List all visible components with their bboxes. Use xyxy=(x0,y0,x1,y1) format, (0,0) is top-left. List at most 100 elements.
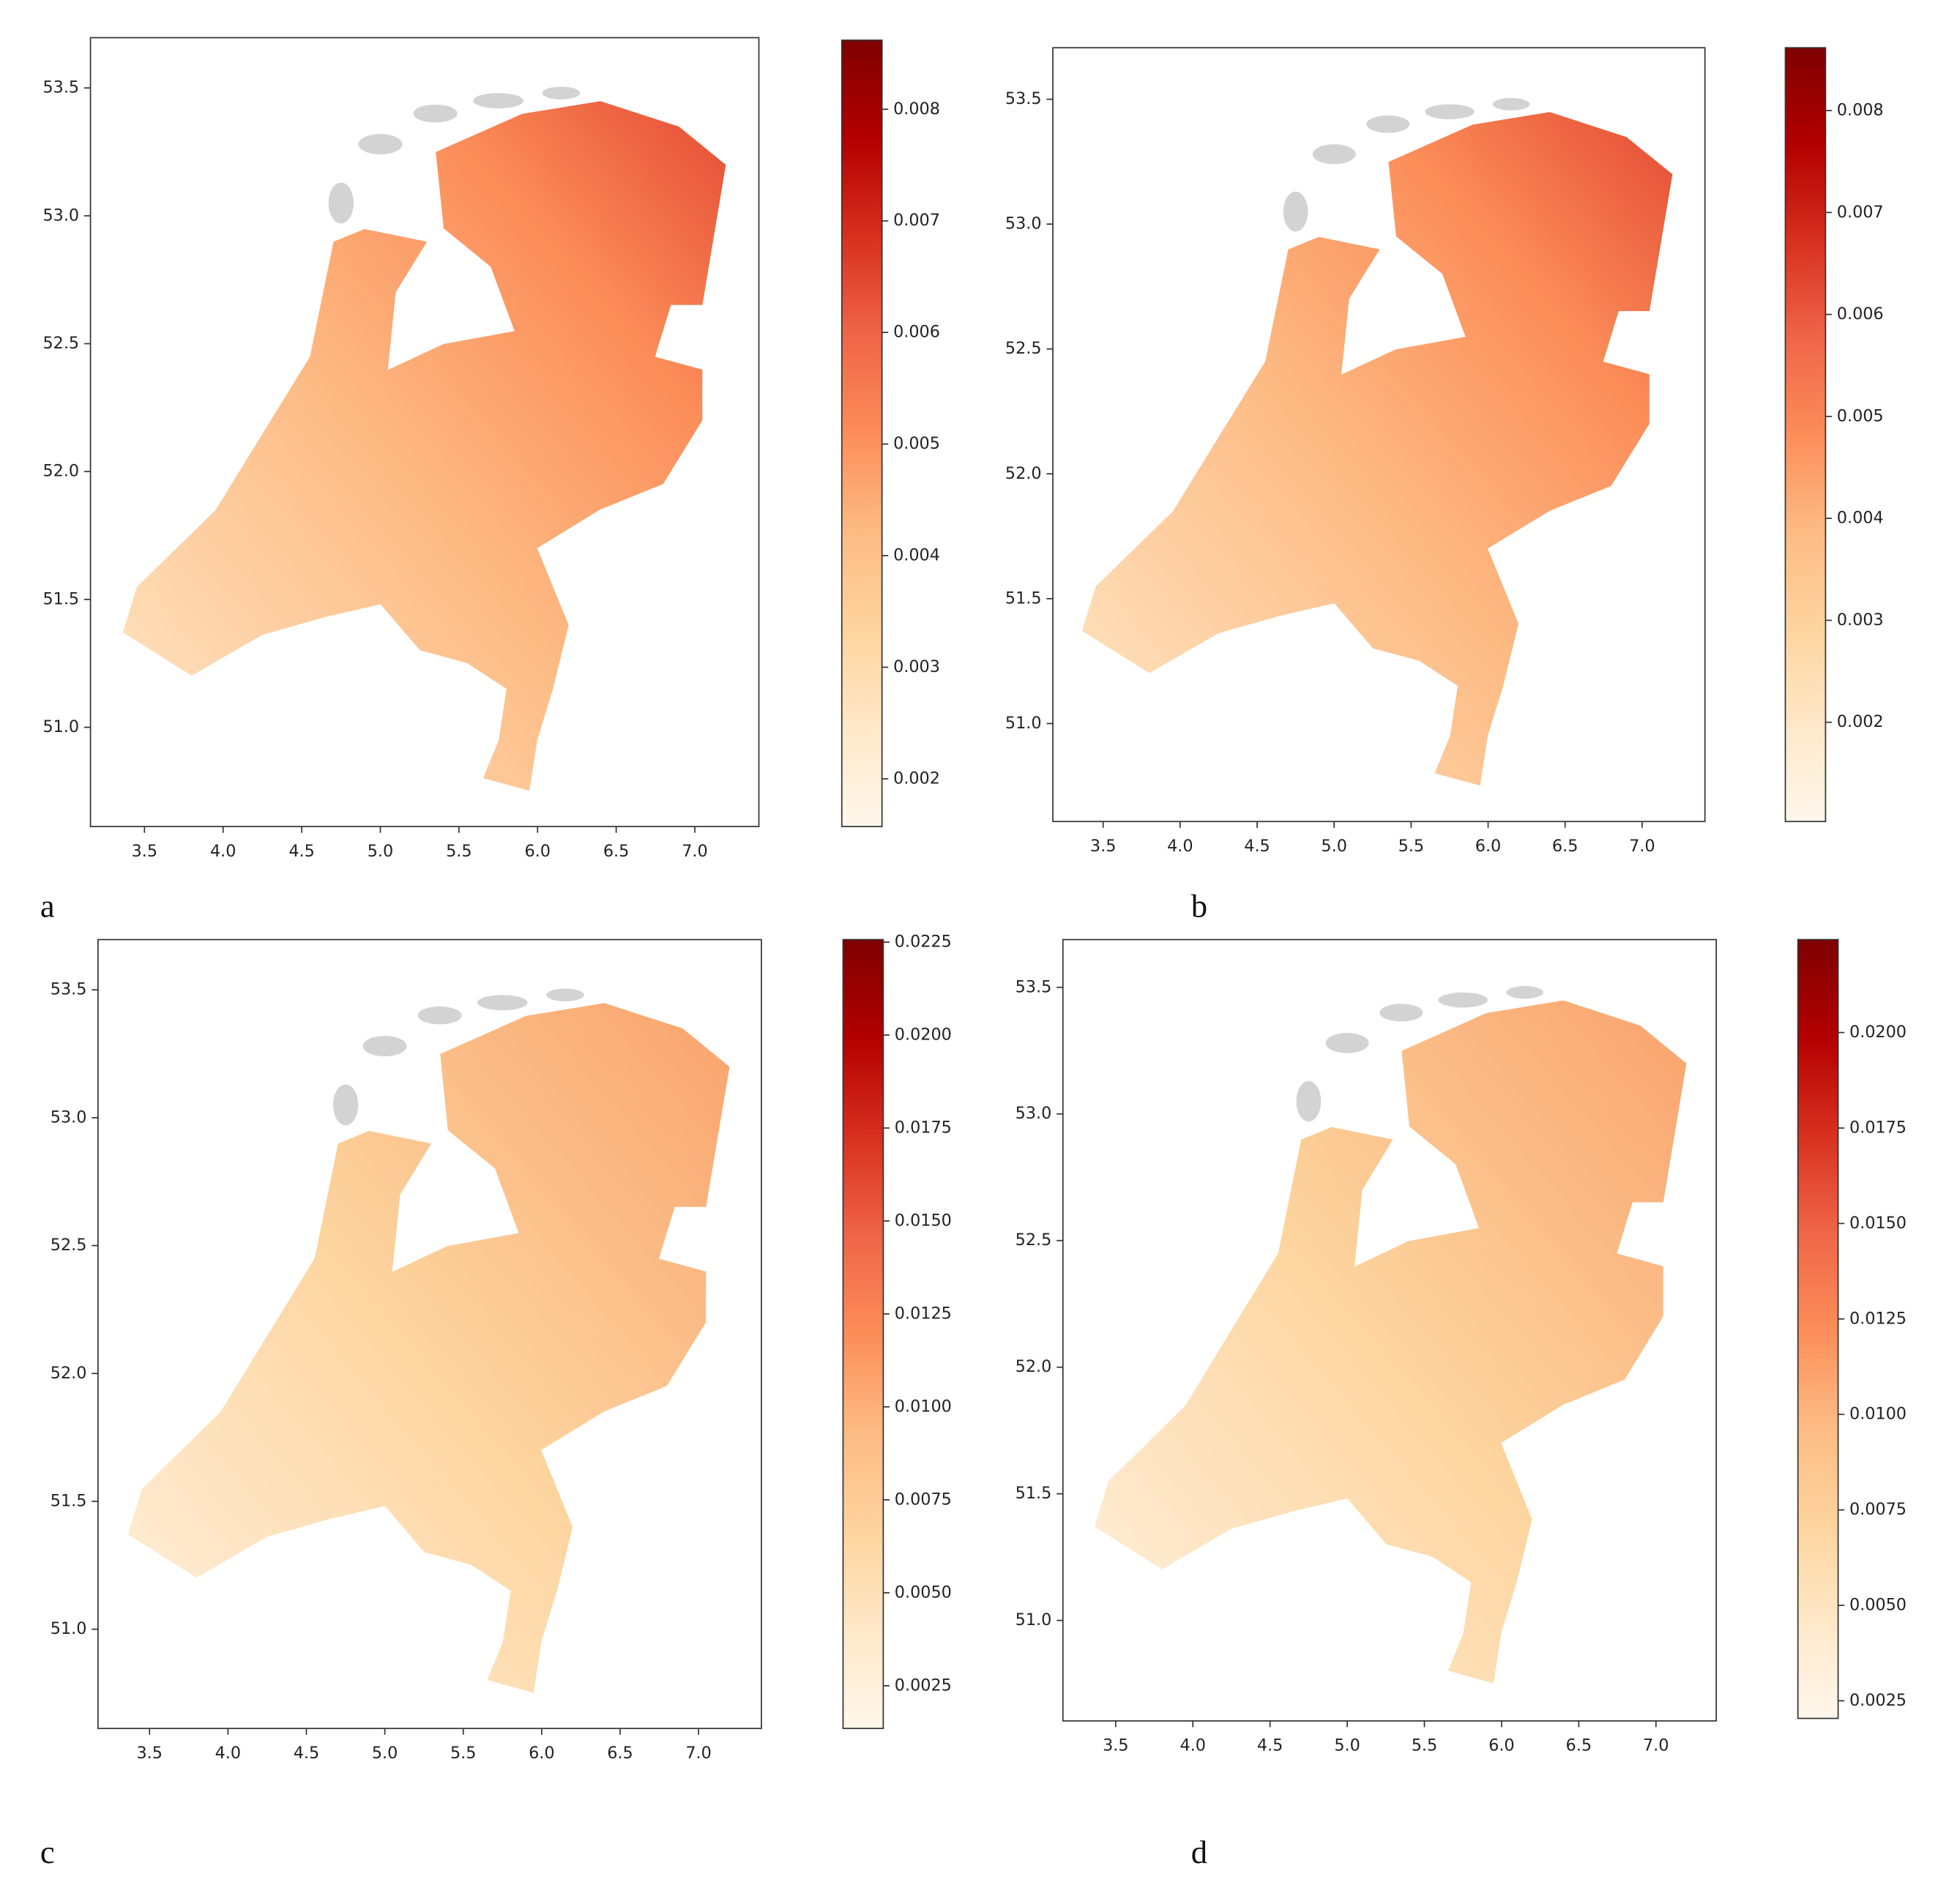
island xyxy=(1312,143,1356,165)
island xyxy=(1492,97,1530,111)
colorbar-tick-label: 0.007 xyxy=(893,211,940,230)
x-tick-label: 5.0 xyxy=(1334,1736,1360,1755)
colorbar-tick-label: 0.0125 xyxy=(1849,1309,1907,1328)
colorbar-tick-label: 0.0025 xyxy=(895,1676,952,1695)
y-tick-label: 53.0 xyxy=(51,1108,87,1127)
island xyxy=(332,1084,359,1126)
y-tick-label: 52.0 xyxy=(42,462,79,481)
island xyxy=(477,995,528,1011)
colorbar-tick-label: 0.007 xyxy=(1837,203,1884,222)
x-tick-label: 6.0 xyxy=(1475,837,1501,856)
y-tick-label: 51.0 xyxy=(42,717,79,736)
colorbar-tick-label: 0.002 xyxy=(1837,712,1884,731)
x-tick-label: 4.5 xyxy=(288,842,314,861)
colorbar-tick-label: 0.0200 xyxy=(1849,1023,1907,1042)
island xyxy=(1283,191,1308,232)
x-tick-label: 7.0 xyxy=(1643,1736,1669,1755)
axes-frame xyxy=(97,938,762,1730)
colorbar-tick-label: 0.0150 xyxy=(1849,1214,1907,1233)
x-tick-label: 6.0 xyxy=(524,842,550,861)
island xyxy=(1379,1004,1423,1022)
colorbar-tick-label: 0.0100 xyxy=(1849,1405,1907,1424)
axes-frame xyxy=(1052,47,1706,823)
colorbar-tick-label: 0.004 xyxy=(893,546,940,565)
island xyxy=(328,182,354,224)
y-tick-label: 52.0 xyxy=(1005,464,1042,483)
x-tick-label: 4.0 xyxy=(1180,1736,1206,1755)
x-tick-label: 4.0 xyxy=(215,1744,241,1763)
colorbar xyxy=(841,40,883,827)
x-tick-label: 3.5 xyxy=(136,1744,162,1763)
colorbar-tick-label: 0.0175 xyxy=(1849,1118,1907,1137)
island xyxy=(1506,986,1543,999)
y-tick-label: 51.0 xyxy=(1016,1610,1052,1629)
colorbar-tick-label: 0.0025 xyxy=(1849,1691,1907,1710)
x-tick-label: 5.5 xyxy=(450,1744,476,1763)
colorbar-tick-label: 0.0200 xyxy=(895,1025,952,1044)
x-tick-label: 4.5 xyxy=(1244,837,1270,856)
island xyxy=(358,134,403,154)
island xyxy=(473,93,523,109)
colorbar-tick-label: 0.006 xyxy=(893,323,940,342)
x-tick-label: 6.5 xyxy=(603,842,629,861)
y-tick-label: 52.5 xyxy=(42,334,79,353)
island xyxy=(362,1036,407,1057)
y-tick-label: 53.5 xyxy=(51,980,87,999)
colorbar-tick-label: 0.0075 xyxy=(895,1490,952,1509)
colorbar xyxy=(1797,938,1839,1720)
x-tick-label: 5.0 xyxy=(1321,837,1346,856)
y-tick-label: 51.0 xyxy=(1005,714,1042,733)
colorbar xyxy=(842,938,884,1730)
y-tick-label: 52.5 xyxy=(1016,1231,1052,1250)
colorbar-tick-label: 0.0100 xyxy=(895,1397,952,1416)
colorbar-tick-label: 0.0050 xyxy=(895,1583,952,1602)
colorbar-tick-label: 0.003 xyxy=(893,657,940,676)
island xyxy=(1325,1033,1369,1053)
island xyxy=(1366,115,1410,133)
axes-frame xyxy=(89,37,760,827)
panel-label: a xyxy=(40,888,55,925)
panel-label: d xyxy=(1191,1834,1207,1870)
colorbar-tick-label: 0.008 xyxy=(893,100,940,119)
x-tick-label: 3.5 xyxy=(1090,837,1116,856)
colorbar-tick-label: 0.0225 xyxy=(895,932,952,951)
x-tick-label: 3.5 xyxy=(132,842,157,861)
colorbar-tick-label: 0.0150 xyxy=(895,1211,952,1230)
y-tick-label: 53.5 xyxy=(42,78,79,97)
colorbar-tick-label: 0.005 xyxy=(893,434,940,453)
y-tick-label: 51.5 xyxy=(1005,589,1042,608)
colorbar-tick-label: 0.002 xyxy=(893,769,940,788)
x-tick-label: 5.5 xyxy=(1412,1736,1437,1755)
y-tick-label: 51.5 xyxy=(51,1491,87,1510)
y-tick-label: 51.5 xyxy=(42,589,79,608)
x-tick-label: 6.5 xyxy=(607,1744,633,1763)
y-tick-label: 53.5 xyxy=(1005,89,1042,108)
island xyxy=(1425,104,1475,119)
colorbar-tick-label: 0.003 xyxy=(1837,611,1884,630)
country-map xyxy=(1081,111,1674,787)
colorbar-tick-label: 0.0125 xyxy=(895,1304,952,1323)
island xyxy=(546,988,584,1001)
country-map xyxy=(122,100,727,792)
y-tick-label: 53.0 xyxy=(1005,214,1042,234)
colorbar-tick-label: 0.0050 xyxy=(1849,1596,1907,1615)
x-tick-label: 4.5 xyxy=(1257,1736,1283,1755)
colorbar-tick-label: 0.005 xyxy=(1837,406,1884,425)
y-tick-label: 52.5 xyxy=(1005,339,1042,358)
x-tick-label: 6.5 xyxy=(1552,837,1578,856)
x-tick-label: 4.0 xyxy=(210,842,236,861)
x-tick-label: 7.0 xyxy=(682,842,707,861)
island xyxy=(542,86,581,100)
y-tick-label: 52.0 xyxy=(51,1364,87,1383)
island xyxy=(1438,992,1488,1008)
x-tick-label: 7.0 xyxy=(685,1744,711,1763)
x-tick-label: 4.5 xyxy=(294,1744,319,1763)
colorbar-tick-label: 0.006 xyxy=(1837,305,1884,324)
island xyxy=(1296,1080,1322,1122)
x-tick-label: 6.0 xyxy=(529,1744,554,1763)
y-tick-label: 53.5 xyxy=(1016,977,1052,996)
x-tick-label: 5.0 xyxy=(372,1744,398,1763)
island xyxy=(413,104,458,123)
x-tick-label: 6.5 xyxy=(1566,1736,1592,1755)
